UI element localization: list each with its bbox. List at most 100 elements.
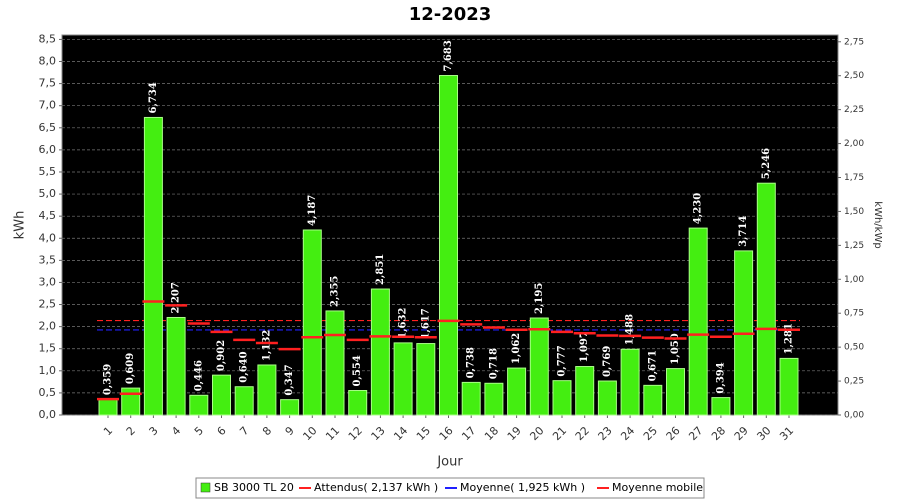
value-label: 1,617 bbox=[420, 308, 431, 339]
legend: SB 3000 TL 20 Attendus( 2,137 kWh ) Moyenn… bbox=[195, 477, 705, 499]
y2-tick-label: 0,75 bbox=[844, 309, 864, 319]
value-label: 4,230 bbox=[693, 193, 704, 224]
x-tick-label: 17 bbox=[459, 424, 478, 443]
y-tick-label: 7,0 bbox=[39, 99, 57, 112]
y2-tick-label: 2,25 bbox=[844, 105, 864, 115]
value-label: 0,554 bbox=[352, 355, 363, 386]
x-tick-label: 30 bbox=[754, 424, 773, 443]
bar bbox=[666, 368, 685, 416]
bar bbox=[552, 380, 572, 416]
x-tick-label: 8 bbox=[260, 424, 274, 438]
value-label: 0,777 bbox=[557, 345, 568, 376]
bar bbox=[325, 310, 345, 416]
x-tick-label: 27 bbox=[686, 424, 705, 443]
y2-axis-label: kWh/kWp bbox=[872, 201, 883, 248]
value-label: 0,347 bbox=[284, 364, 295, 395]
y2-tick-label: 1,25 bbox=[844, 241, 864, 251]
y-tick-label: 0,5 bbox=[39, 386, 57, 399]
bar bbox=[756, 182, 776, 416]
bar bbox=[393, 342, 413, 416]
x-tick-label: 1 bbox=[101, 424, 115, 438]
y2-tick-label: 2,00 bbox=[844, 139, 864, 149]
x-tick-label: 22 bbox=[573, 424, 592, 443]
value-label: 0,902 bbox=[216, 340, 227, 371]
y-tick-label: 8,5 bbox=[39, 32, 57, 45]
value-label: 7,683 bbox=[443, 40, 454, 71]
x-tick-label: 14 bbox=[391, 424, 410, 443]
bar bbox=[529, 317, 549, 416]
bar bbox=[166, 316, 186, 416]
y2-tick-label: 1,00 bbox=[844, 275, 864, 285]
bar bbox=[461, 381, 481, 416]
x-tick-label: 4 bbox=[169, 424, 183, 438]
bar bbox=[779, 357, 799, 416]
value-label: 2,195 bbox=[534, 283, 545, 314]
x-tick-label: 5 bbox=[192, 424, 206, 438]
value-label: 0,640 bbox=[239, 351, 250, 382]
bar bbox=[121, 387, 141, 416]
y-tick-label: 5,5 bbox=[39, 165, 57, 178]
value-label: 1,050 bbox=[670, 333, 681, 364]
bar bbox=[143, 116, 163, 416]
value-label: 1,097 bbox=[579, 331, 590, 362]
x-tick-label: 13 bbox=[369, 424, 388, 443]
x-tick-label: 3 bbox=[147, 424, 161, 438]
y-tick-label: 2,0 bbox=[39, 320, 57, 333]
bar bbox=[416, 343, 436, 416]
x-tick-label: 15 bbox=[414, 424, 433, 443]
value-label: 0,446 bbox=[193, 360, 204, 391]
y-tick-label: 0,0 bbox=[39, 408, 57, 421]
y-tick-label: 2,5 bbox=[39, 298, 57, 311]
y-tick-label: 1,5 bbox=[39, 342, 57, 355]
x-tick-label: 28 bbox=[709, 424, 728, 443]
x-tick-label: 6 bbox=[215, 424, 229, 438]
y2-tick-label: 2,50 bbox=[844, 71, 864, 81]
y2-tick-label: 0,00 bbox=[844, 411, 864, 421]
y-tick-label: 1,0 bbox=[39, 364, 57, 377]
y-tick-label: 8,0 bbox=[39, 55, 57, 68]
y-tick-label: 6,0 bbox=[39, 143, 57, 156]
bar bbox=[234, 386, 254, 416]
x-tick-label: 23 bbox=[596, 424, 615, 443]
bar bbox=[302, 229, 322, 416]
y-tick-label: 4,0 bbox=[39, 231, 57, 244]
x-tick-label: 19 bbox=[505, 424, 524, 443]
x-tick-label: 26 bbox=[664, 424, 683, 443]
value-label: 1,632 bbox=[398, 308, 409, 339]
x-tick-label: 16 bbox=[437, 424, 456, 443]
value-label: 3,714 bbox=[738, 216, 749, 247]
value-label: 0,359 bbox=[103, 364, 114, 395]
y-tick-label: 5,0 bbox=[39, 187, 57, 200]
value-label: 1,062 bbox=[511, 333, 522, 364]
legend-swatch bbox=[200, 482, 211, 493]
y2-tick-label: 2,75 bbox=[844, 37, 864, 47]
bar bbox=[257, 364, 277, 416]
y2-tick-label: 1,75 bbox=[844, 173, 864, 183]
chart-title: 12-2023 bbox=[409, 4, 492, 25]
value-label: 2,355 bbox=[330, 276, 341, 307]
bar bbox=[620, 348, 640, 416]
value-label: 0,609 bbox=[125, 353, 136, 384]
y-tick-label: 4,5 bbox=[39, 209, 57, 222]
x-tick-label: 25 bbox=[641, 424, 660, 443]
y2-tick-label: 1,50 bbox=[844, 207, 864, 217]
value-label: 0,769 bbox=[602, 346, 613, 377]
bar bbox=[280, 399, 300, 416]
value-label: 2,207 bbox=[171, 282, 182, 313]
x-tick-label: 2 bbox=[124, 424, 138, 438]
bar bbox=[439, 75, 458, 416]
value-label: 5,246 bbox=[761, 148, 772, 179]
y-tick-label: 3,0 bbox=[39, 275, 57, 288]
x-tick-label: 21 bbox=[550, 424, 569, 443]
x-tick-label: 9 bbox=[283, 424, 297, 438]
value-label: 0,671 bbox=[647, 350, 658, 381]
bar bbox=[370, 288, 390, 416]
x-tick-label: 11 bbox=[323, 424, 342, 443]
y2-tick-label: 0,25 bbox=[844, 377, 864, 387]
x-axis-label: Jour bbox=[436, 455, 463, 470]
bar bbox=[484, 382, 504, 416]
y-tick-label: 6,5 bbox=[39, 121, 57, 134]
bar bbox=[348, 390, 368, 416]
legend-label: SB 3000 TL 20 bbox=[214, 481, 294, 494]
